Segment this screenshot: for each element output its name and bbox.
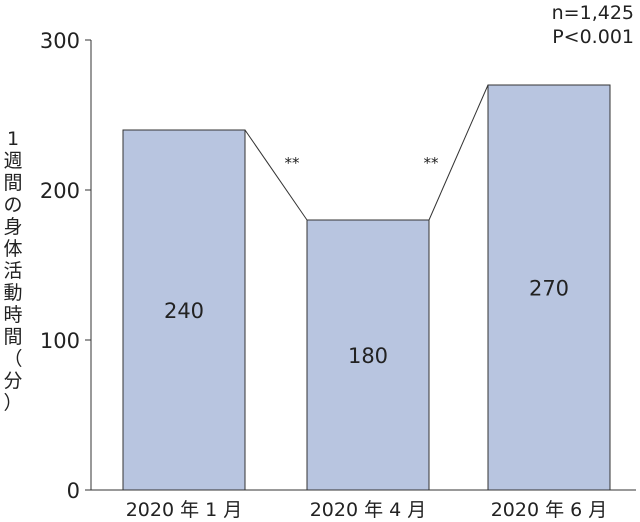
x-tick-label: 2020 年 4 月 <box>310 499 427 521</box>
bar <box>487 84 611 491</box>
p-value-annotation: P<0.001 <box>552 26 634 48</box>
bar-data-label: 180 <box>348 344 388 368</box>
y-tick-label: 300 <box>40 29 80 53</box>
y-axis-label: 1 週間の身体活動時間（分） <box>3 128 23 414</box>
bar-connector-line <box>244 129 308 221</box>
y-tick-label: 200 <box>40 179 80 203</box>
y-tick-label: 100 <box>40 329 80 353</box>
bar-connector-line <box>428 84 489 221</box>
sample-size-annotation: n=1,425 <box>551 2 634 24</box>
bar-data-label: 240 <box>164 299 204 323</box>
x-tick-label: 2020 年 6 月 <box>491 499 608 521</box>
significance-mark: ** <box>424 154 440 172</box>
bar <box>306 219 430 491</box>
significance-mark: ** <box>285 154 301 172</box>
y-tick-label: 0 <box>67 479 80 503</box>
bar <box>122 129 246 491</box>
bar-data-label: 270 <box>529 277 569 301</box>
x-tick-label: 2020 年 1 月 <box>126 499 243 521</box>
